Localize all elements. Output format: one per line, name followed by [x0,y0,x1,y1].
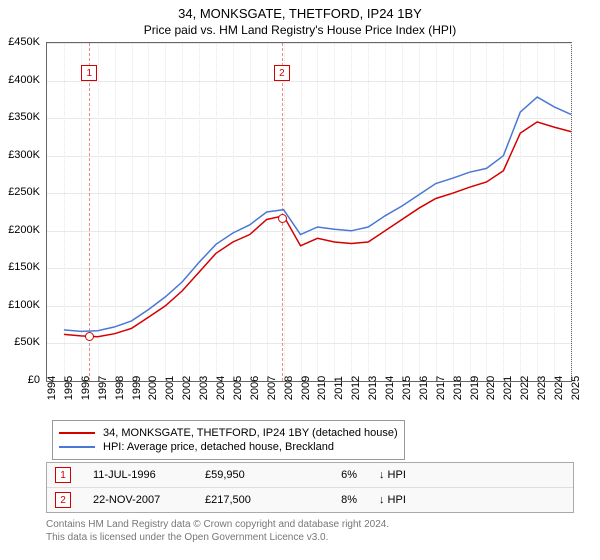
table-marker-box: 2 [55,492,71,508]
x-tick-label: 2008 [283,376,295,400]
x-tick-label: 2000 [147,376,159,400]
table-row: 1 11-JUL-1996 £59,950 6% ↓ HPI [47,463,573,487]
y-tick-label: £450K [0,36,40,48]
table-pct: 6% [307,469,357,481]
footer-line1: Contains HM Land Registry data © Crown c… [46,518,389,531]
sale-marker-box: 1 [81,65,97,81]
x-tick-label: 2014 [384,376,396,400]
sale-marker-box: 2 [274,65,290,81]
x-tick-label: 2024 [553,376,565,400]
table-marker-box: 1 [55,467,71,483]
table-direction: ↓ HPI [379,494,406,506]
legend-item: HPI: Average price, detached house, Brec… [59,441,398,453]
x-tick-label: 2001 [164,376,176,400]
x-tick-label: 2020 [485,376,497,400]
x-tick-label: 2010 [316,376,328,400]
chart-container: 34, MONKSGATE, THETFORD, IP24 1BY Price … [0,0,600,560]
y-tick-label: £50K [0,336,40,348]
x-tick-label: 2021 [502,376,514,400]
y-tick-label: £250K [0,186,40,198]
x-tick-label: 2023 [536,376,548,400]
x-tick-label: 1996 [80,376,92,400]
x-tick-label: 1995 [63,376,75,400]
legend: 34, MONKSGATE, THETFORD, IP24 1BY (detac… [52,420,405,460]
x-tick-label: 2005 [232,376,244,400]
table-direction: ↓ HPI [379,469,406,481]
x-tick-label: 2018 [452,376,464,400]
x-tick-label: 2002 [181,376,193,400]
chart-lines [47,43,571,381]
table-date: 11-JUL-1996 [93,469,183,481]
x-tick-label: 2012 [350,376,362,400]
y-tick-label: £0 [0,374,40,386]
y-tick-label: £200K [0,224,40,236]
plot-area: 12 [46,42,572,382]
legend-label: HPI: Average price, detached house, Brec… [103,441,334,453]
y-tick-label: £350K [0,111,40,123]
x-tick-label: 2016 [418,376,430,400]
gridline-v [571,43,572,381]
x-tick-label: 1999 [131,376,143,400]
x-tick-label: 2011 [333,376,345,400]
x-tick-label: 2022 [519,376,531,400]
sales-table: 1 11-JUL-1996 £59,950 6% ↓ HPI 2 22-NOV-2007 £2… [46,462,574,513]
series-hpi [64,97,571,331]
table-pct: 8% [307,494,357,506]
x-tick-label: 2015 [401,376,413,400]
legend-item: 34, MONKSGATE, THETFORD, IP24 1BY (detac… [59,427,398,439]
x-tick-label: 1998 [114,376,126,400]
y-tick-label: £400K [0,74,40,86]
series-property [64,122,571,337]
y-tick-label: £100K [0,299,40,311]
legend-label: 34, MONKSGATE, THETFORD, IP24 1BY (detac… [103,427,398,439]
x-tick-label: 2003 [198,376,210,400]
x-tick-label: 2009 [300,376,312,400]
table-price: £217,500 [205,494,285,506]
footer-line2: This data is licensed under the Open Gov… [46,531,389,544]
chart-subtitle: Price paid vs. HM Land Registry's House … [0,23,600,37]
x-tick-label: 2004 [215,376,227,400]
x-tick-label: 2025 [570,376,582,400]
x-tick-label: 1994 [46,376,58,400]
y-tick-label: £150K [0,261,40,273]
chart-title: 34, MONKSGATE, THETFORD, IP24 1BY [0,0,600,21]
sale-marker-point [278,214,287,223]
x-tick-label: 2013 [367,376,379,400]
y-tick-label: £300K [0,149,40,161]
legend-swatch [59,446,95,448]
x-tick-label: 1997 [97,376,109,400]
table-price: £59,950 [205,469,285,481]
x-tick-label: 2017 [435,376,447,400]
table-row: 2 22-NOV-2007 £217,500 8% ↓ HPI [47,487,573,512]
x-tick-label: 2007 [266,376,278,400]
x-tick-label: 2019 [469,376,481,400]
footer-attribution: Contains HM Land Registry data © Crown c… [46,518,389,544]
table-date: 22-NOV-2007 [93,494,183,506]
legend-swatch [59,432,95,434]
x-tick-label: 2006 [249,376,261,400]
